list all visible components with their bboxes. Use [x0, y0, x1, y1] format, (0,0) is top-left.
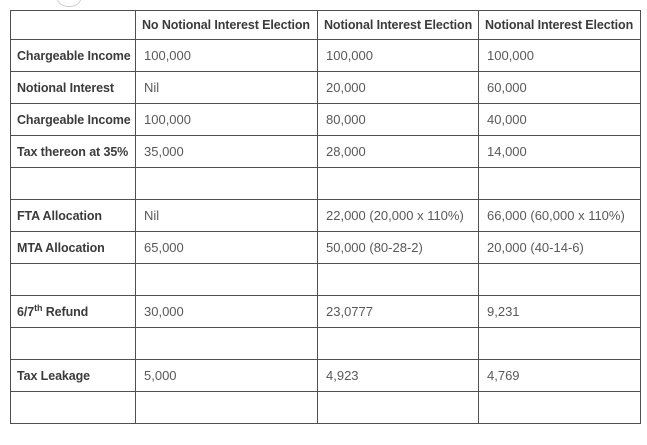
value-cell: 30,000 [135, 295, 318, 328]
row-label [10, 327, 136, 360]
value-cell [478, 391, 641, 424]
value-cell: 20,000 [317, 71, 479, 104]
row-label [10, 391, 136, 424]
table-row: Tax Leakage 5,000 4,923 4,769 [10, 359, 641, 392]
value-cell: 100,000 [478, 39, 641, 72]
value-cell: 100,000 [135, 103, 318, 136]
value-cell: 20,000 (40-14-6) [478, 231, 641, 264]
value-cell [478, 327, 641, 360]
value-cell [478, 167, 641, 200]
value-cell: 28,000 [317, 135, 479, 168]
row-label: FTA Allocation [10, 199, 136, 232]
table-row [10, 391, 641, 424]
row-label: MTA Allocation [10, 231, 136, 264]
header-cell-notional-interest-election-2: Notional Interest Election [478, 10, 641, 40]
value-cell: Nil [135, 71, 318, 104]
value-cell [135, 327, 318, 360]
value-cell: 100,000 [317, 39, 479, 72]
superscript: th [34, 302, 43, 313]
value-cell: 9,231 [478, 295, 641, 328]
value-cell: 35,000 [135, 135, 318, 168]
value-cell: 4,923 [317, 359, 479, 392]
table-row [10, 327, 641, 360]
row-label: Chargeable Income [10, 39, 136, 72]
value-cell [478, 263, 641, 296]
value-cell: 66,000 (60,000 x 110%) [478, 199, 641, 232]
value-cell: 40,000 [478, 103, 641, 136]
value-cell: 50,000 (80-28-2) [317, 231, 479, 264]
table-row: Chargeable Income 100,000 100,000 100,000 [10, 39, 641, 72]
value-cell: 80,000 [317, 103, 479, 136]
value-cell: 23,0777 [317, 295, 479, 328]
header-row: No Notional Interest Election Notional I… [10, 10, 641, 40]
table-row: FTA Allocation Nil 22,000 (20,000 x 110%) 6… [10, 199, 641, 232]
value-cell: 14,000 [478, 135, 641, 168]
cropped-artifact [57, 0, 81, 7]
table-row: Notional Interest Nil 20,000 60,000 [10, 71, 641, 104]
value-cell [317, 167, 479, 200]
value-cell [135, 263, 318, 296]
table-body: Chargeable Income 100,000 100,000 100,000 No… [10, 39, 641, 424]
value-cell: 5,000 [135, 359, 318, 392]
value-cell: 22,000 (20,000 x 110%) [317, 199, 479, 232]
row-label: Tax thereon at 35% [10, 135, 136, 168]
table-row: Tax thereon at 35% 35,000 28,000 14,000 [10, 135, 641, 168]
value-cell [317, 391, 479, 424]
table-row [10, 167, 641, 200]
row-label: 6/7th Refund [10, 295, 136, 328]
table-row: 6/7th Refund 30,000 23,0777 9,231 [10, 295, 641, 328]
table-row: Chargeable Income 100,000 80,000 40,000 [10, 103, 641, 136]
row-label [10, 167, 136, 200]
row-label [10, 263, 136, 296]
value-cell [317, 327, 479, 360]
tax-comparison-table: No Notional Interest Election Notional I… [10, 10, 641, 424]
table-row: MTA Allocation 65,000 50,000 (80-28-2) 20,0… [10, 231, 641, 264]
header-cell-notional-interest-election-1: Notional Interest Election [317, 10, 479, 40]
row-label: Tax Leakage [10, 359, 136, 392]
value-cell: 4,769 [478, 359, 641, 392]
value-cell: 65,000 [135, 231, 318, 264]
header-cell-row-labels [10, 10, 136, 40]
row-label: Chargeable Income [10, 103, 136, 136]
value-cell: 100,000 [135, 39, 318, 72]
table-row [10, 263, 641, 296]
row-label: Notional Interest [10, 71, 136, 104]
value-cell [317, 263, 479, 296]
value-cell [135, 167, 318, 200]
header-cell-no-notional-interest-election: No Notional Interest Election [135, 10, 318, 40]
value-cell: Nil [135, 199, 318, 232]
value-cell [135, 391, 318, 424]
value-cell: 60,000 [478, 71, 641, 104]
